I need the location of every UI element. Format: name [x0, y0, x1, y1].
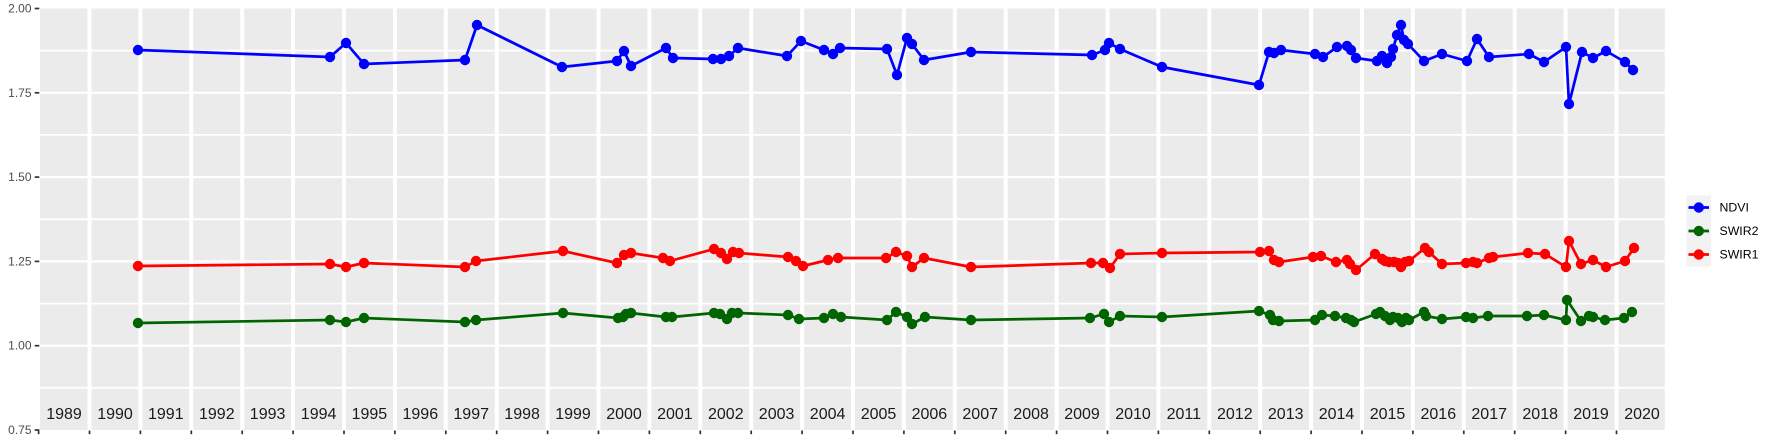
svg-text:1996: 1996: [403, 406, 439, 423]
svg-text:1994: 1994: [301, 406, 337, 423]
svg-text:2019: 2019: [1573, 406, 1609, 423]
svg-text:2009: 2009: [1064, 406, 1100, 423]
svg-text:2.00: 2.00: [8, 2, 32, 16]
svg-text:2016: 2016: [1421, 406, 1457, 423]
svg-text:1.75: 1.75: [8, 86, 32, 100]
svg-text:1992: 1992: [199, 406, 235, 423]
svg-text:SWIR1: SWIR1: [1720, 248, 1759, 262]
svg-text:1.00: 1.00: [8, 339, 32, 353]
svg-text:2004: 2004: [810, 406, 846, 423]
svg-text:1.25: 1.25: [8, 254, 32, 268]
svg-text:1993: 1993: [250, 406, 286, 423]
svg-text:2006: 2006: [912, 406, 948, 423]
svg-text:2017: 2017: [1471, 406, 1507, 423]
svg-text:2010: 2010: [1115, 406, 1151, 423]
svg-text:2000: 2000: [606, 406, 642, 423]
svg-text:2020: 2020: [1624, 406, 1660, 423]
svg-text:2014: 2014: [1319, 406, 1355, 423]
svg-text:2011: 2011: [1167, 406, 1202, 423]
svg-text:2007: 2007: [962, 406, 998, 423]
svg-text:1999: 1999: [555, 406, 591, 423]
svg-text:NDVI: NDVI: [1720, 201, 1749, 215]
svg-text:1.50: 1.50: [8, 170, 32, 184]
svg-text:2012: 2012: [1217, 406, 1253, 423]
svg-text:1997: 1997: [453, 406, 489, 423]
svg-text:1991: 1991: [148, 406, 184, 423]
svg-text:2015: 2015: [1370, 406, 1406, 423]
svg-text:2008: 2008: [1013, 406, 1049, 423]
svg-text:0.75: 0.75: [8, 423, 32, 437]
svg-text:2018: 2018: [1522, 406, 1558, 423]
svg-text:1989: 1989: [46, 406, 82, 423]
svg-text:SWIR2: SWIR2: [1720, 224, 1759, 238]
svg-text:1990: 1990: [97, 406, 133, 423]
svg-text:2001: 2001: [657, 406, 693, 423]
svg-text:2003: 2003: [759, 406, 795, 423]
svg-text:2005: 2005: [861, 406, 897, 423]
svg-text:2002: 2002: [708, 406, 744, 423]
svg-text:1995: 1995: [352, 406, 388, 423]
svg-text:1998: 1998: [504, 406, 540, 423]
svg-text:2013: 2013: [1268, 406, 1304, 423]
